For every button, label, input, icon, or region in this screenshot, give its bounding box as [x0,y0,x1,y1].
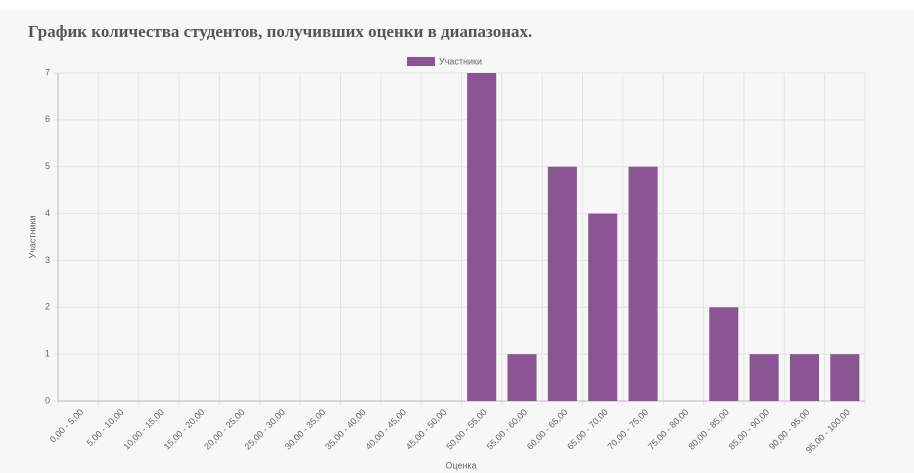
bar [749,354,779,401]
y-tick-label: 2 [45,302,50,312]
legend-swatch [407,57,435,66]
y-tick-label: 4 [45,208,50,218]
y-tick-label: 1 [45,349,50,359]
y-tick-label: 3 [45,255,50,265]
bar [789,354,820,401]
bar [588,213,618,401]
bar [467,73,497,401]
bar [628,166,658,401]
y-tick-label: 7 [45,67,50,77]
bar [547,166,577,401]
x-axis-label: Оценка [445,460,476,470]
bar [709,307,739,401]
bar [507,354,537,401]
y-axis-label: Участники [27,216,37,259]
y-tick-label: 6 [45,114,50,124]
panel [0,10,914,473]
bar [830,354,860,401]
y-tick-label: 0 [45,395,50,405]
legend-label: Участники [439,56,482,66]
y-tick-label: 5 [45,161,50,171]
chart-title: График количества студентов, получивших … [28,22,532,41]
